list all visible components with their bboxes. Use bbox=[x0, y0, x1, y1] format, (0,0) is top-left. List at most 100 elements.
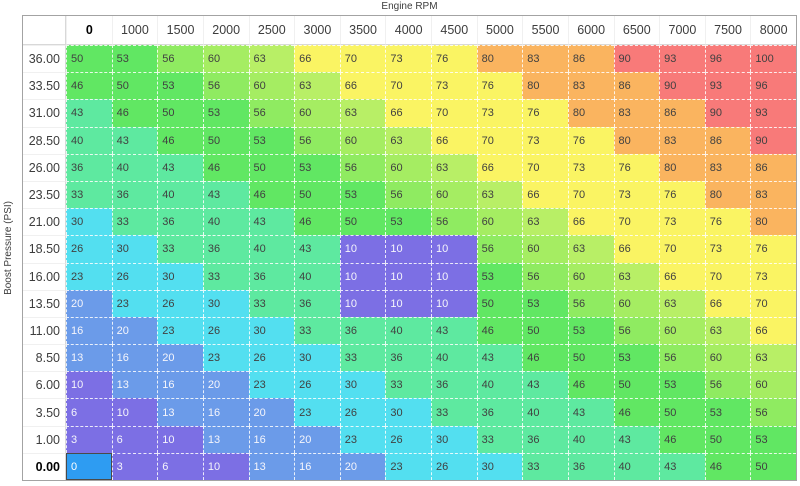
map-cell[interactable]: 30 bbox=[294, 344, 340, 372]
map-cell[interactable]: 73 bbox=[567, 153, 614, 181]
map-cell[interactable]: 63 bbox=[659, 289, 705, 317]
map-cell[interactable]: 63 bbox=[613, 262, 660, 290]
map-cell[interactable]: 56 bbox=[202, 72, 249, 100]
map-cell[interactable]: 40 bbox=[66, 126, 112, 154]
map-cell[interactable]: 53 bbox=[750, 425, 796, 453]
map-cell[interactable]: 56 bbox=[431, 208, 477, 236]
map-cell[interactable]: 43 bbox=[659, 452, 705, 480]
map-cell[interactable]: 10 bbox=[66, 371, 112, 399]
map-cell[interactable]: 53 bbox=[111, 45, 158, 73]
map-cell[interactable]: 66 bbox=[567, 208, 614, 236]
map-cell[interactable]: 33 bbox=[248, 289, 295, 317]
map-cell[interactable]: 83 bbox=[704, 153, 751, 181]
row-header-6.00[interactable]: 6.00 bbox=[23, 371, 66, 399]
column-header-4000[interactable]: 4000 bbox=[385, 16, 431, 45]
map-cell[interactable]: 60 bbox=[613, 289, 660, 317]
map-cell[interactable]: 86 bbox=[750, 153, 796, 181]
map-cell[interactable]: 73 bbox=[476, 99, 523, 127]
map-cell[interactable]: 80 bbox=[476, 45, 523, 73]
map-cell[interactable]: 43 bbox=[294, 235, 340, 263]
map-cell[interactable]: 46 bbox=[522, 344, 568, 372]
map-cell[interactable]: 66 bbox=[294, 45, 340, 73]
map-cell[interactable]: 70 bbox=[750, 289, 796, 317]
map-cell[interactable]: 46 bbox=[567, 371, 614, 399]
map-cell[interactable]: 63 bbox=[385, 126, 431, 154]
map-cell[interactable]: 13 bbox=[202, 425, 249, 453]
row-header-13.50[interactable]: 13.50 bbox=[23, 289, 66, 317]
map-cell[interactable]: 63 bbox=[339, 99, 386, 127]
map-cell[interactable]: 36 bbox=[66, 153, 112, 181]
column-header-7000[interactable]: 7000 bbox=[659, 16, 705, 45]
map-cell[interactable]: 66 bbox=[659, 262, 705, 290]
row-header-16.00[interactable]: 16.00 bbox=[23, 262, 66, 290]
map-cell[interactable]: 53 bbox=[339, 180, 386, 209]
map-cell[interactable]: 66 bbox=[385, 99, 431, 127]
map-cell[interactable]: 36 bbox=[157, 208, 203, 236]
map-cell[interactable]: 10 bbox=[339, 235, 386, 263]
map-cell[interactable]: 63 bbox=[476, 180, 523, 209]
map-cell[interactable]: 63 bbox=[248, 45, 295, 73]
map-cell[interactable]: 46 bbox=[294, 208, 340, 236]
map-cell[interactable]: 56 bbox=[476, 235, 523, 263]
map-cell[interactable]: 36 bbox=[202, 235, 249, 263]
map-cell[interactable]: 73 bbox=[750, 262, 796, 290]
map-cell[interactable]: 63 bbox=[704, 316, 751, 345]
map-cell[interactable]: 40 bbox=[522, 398, 568, 426]
map-cell[interactable]: 100 bbox=[750, 45, 796, 73]
map-cell[interactable]: 93 bbox=[659, 45, 705, 73]
map-cell[interactable]: 60 bbox=[339, 126, 386, 154]
column-header-1000[interactable]: 1000 bbox=[111, 16, 158, 45]
map-cell[interactable]: 80 bbox=[659, 153, 705, 181]
map-cell[interactable]: 46 bbox=[202, 153, 249, 181]
row-header-11.00[interactable]: 11.00 bbox=[23, 316, 66, 345]
map-cell[interactable]: 76 bbox=[476, 72, 523, 100]
map-cell[interactable]: 33 bbox=[476, 425, 523, 453]
map-cell[interactable]: 70 bbox=[339, 45, 386, 73]
row-header-21.00[interactable]: 21.00 bbox=[23, 208, 66, 236]
map-cell[interactable]: 63 bbox=[750, 344, 796, 372]
map-cell[interactable]: 30 bbox=[339, 371, 386, 399]
map-cell[interactable]: 6 bbox=[111, 425, 158, 453]
map-cell[interactable]: 60 bbox=[202, 45, 249, 73]
map-cell[interactable]: 66 bbox=[339, 72, 386, 100]
map-cell[interactable]: 93 bbox=[704, 72, 751, 100]
map-cell[interactable]: 30 bbox=[431, 425, 477, 453]
map-cell[interactable]: 56 bbox=[613, 316, 660, 345]
map-cell[interactable]: 60 bbox=[476, 208, 523, 236]
map-cell[interactable]: 36 bbox=[522, 425, 568, 453]
map-cell[interactable]: 83 bbox=[750, 180, 796, 209]
column-header-2500[interactable]: 2500 bbox=[248, 16, 295, 45]
map-cell[interactable]: 33 bbox=[66, 180, 112, 209]
map-cell[interactable]: 53 bbox=[385, 208, 431, 236]
row-header-28.50[interactable]: 28.50 bbox=[23, 126, 66, 154]
map-cell[interactable]: 26 bbox=[202, 316, 249, 345]
map-cell[interactable]: 26 bbox=[294, 371, 340, 399]
map-cell[interactable]: 53 bbox=[613, 344, 660, 372]
map-cell[interactable]: 40 bbox=[476, 371, 523, 399]
map-cell[interactable]: 56 bbox=[522, 262, 568, 290]
map-cell[interactable]: 50 bbox=[750, 452, 796, 480]
map-cell[interactable]: 60 bbox=[294, 99, 340, 127]
map-cell[interactable]: 80 bbox=[613, 126, 660, 154]
row-header-26.00[interactable]: 26.00 bbox=[23, 153, 66, 181]
map-cell[interactable]: 20 bbox=[157, 344, 203, 372]
column-header-7500[interactable]: 7500 bbox=[704, 16, 751, 45]
map-cell[interactable]: 10 bbox=[431, 235, 477, 263]
row-header-31.00[interactable]: 31.00 bbox=[23, 99, 66, 127]
map-cell[interactable]: 10 bbox=[385, 289, 431, 317]
map-cell[interactable]: 13 bbox=[248, 452, 295, 480]
map-cell[interactable]: 46 bbox=[659, 425, 705, 453]
map-cell[interactable]: 96 bbox=[750, 72, 796, 100]
map-cell[interactable]: 36 bbox=[111, 180, 158, 209]
map-cell[interactable]: 23 bbox=[202, 344, 249, 372]
map-cell[interactable]: 46 bbox=[111, 99, 158, 127]
map-cell[interactable]: 50 bbox=[704, 425, 751, 453]
map-cell[interactable]: 16 bbox=[111, 344, 158, 372]
map-cell[interactable]: 30 bbox=[248, 316, 295, 345]
map-cell[interactable]: 66 bbox=[704, 289, 751, 317]
map-cell[interactable]: 53 bbox=[567, 316, 614, 345]
map-cell[interactable]: 50 bbox=[66, 45, 112, 73]
map-cell[interactable]: 53 bbox=[476, 262, 523, 290]
map-cell[interactable]: 46 bbox=[248, 180, 295, 209]
map-cell[interactable]: 73 bbox=[385, 45, 431, 73]
